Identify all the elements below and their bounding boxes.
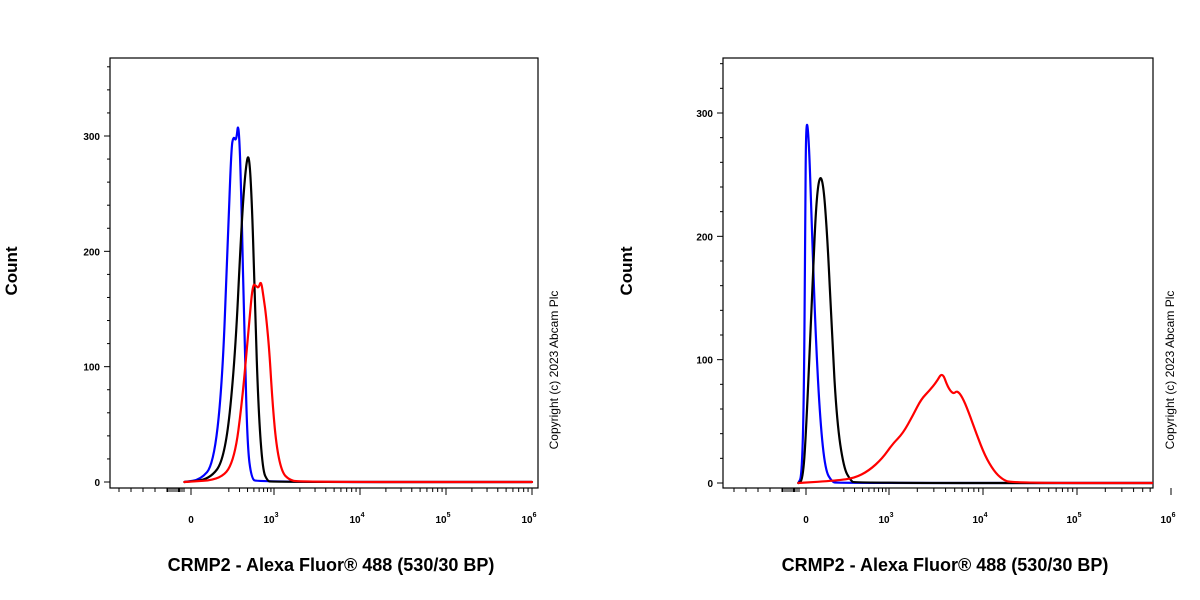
x-axis-label: CRMP2 - Alexa Fluor® 488 (530/30 BP) (168, 555, 495, 575)
x-tick-exponent: 6 (533, 512, 537, 519)
histogram-series-0 (797, 123, 1154, 485)
y-axis: 0 100 200 300 (696, 63, 723, 490)
x-axis-label: CRMP2 - Alexa Fluor® 488 (530/30 BP) (782, 555, 1109, 575)
y-tick-label: 300 (696, 109, 713, 120)
plot-frame (722, 57, 1154, 489)
y-tick-label: 100 (83, 363, 100, 374)
x-axis: 0 103 104 105 106 (118, 488, 537, 526)
x-tick-label: 106 (521, 512, 536, 526)
x-tick-exponent: 3 (890, 512, 894, 519)
plot-frame (109, 57, 539, 489)
x-tick-exponent: 4 (361, 512, 365, 519)
copyright-watermark: Copyright (c) 2023 Abcam Plc (1163, 291, 1177, 450)
y-tick-label: 0 (707, 479, 713, 490)
x-tick-exponent: 5 (447, 512, 451, 519)
x-tick-label: 105 (435, 512, 450, 526)
y-axis-label: Count (617, 246, 636, 295)
histogram-series-1 (183, 156, 534, 484)
y-tick-label: 300 (83, 132, 100, 143)
histogram-series-2 (797, 373, 1154, 485)
y-axis: 0 100 200 300 (83, 66, 110, 489)
x-tick-label: 104 (972, 512, 987, 526)
x-tick-label: 103 (878, 512, 893, 526)
copyright-watermark: Copyright (c) 2023 Abcam Plc (547, 291, 561, 450)
y-tick-label: 200 (83, 247, 100, 258)
x-tick-exponent: 6 (1172, 512, 1176, 519)
y-tick-label: 200 (696, 232, 713, 243)
y-tick-label: 0 (94, 478, 100, 489)
series-group (797, 123, 1154, 485)
x-tick-exponent: 5 (1078, 512, 1082, 519)
y-axis-label: Count (2, 246, 21, 295)
x-tick-exponent: 3 (275, 512, 279, 519)
x-tick-label: 103 (263, 512, 278, 526)
x-tick-label: 104 (349, 512, 364, 526)
x-tick-label: 105 (1066, 512, 1081, 526)
x-tick-label: 0 (188, 515, 194, 526)
x-tick-label: 0 (803, 515, 809, 526)
histogram-series-0 (183, 126, 534, 484)
x-tick-exponent: 4 (984, 512, 988, 519)
x-tick-label: 106 (1160, 512, 1175, 526)
x-axis: 0 103 104 105 106 (733, 488, 1176, 526)
histogram-series-2 (183, 281, 534, 484)
y-tick-label: 100 (696, 356, 713, 367)
histogram-panel-left: 0 100 200 300 0 103 104 105 106 Count CRMP2 - A… (2, 57, 561, 575)
histogram-panel-right: 0 100 200 300 0 103 104 105 106 Count CRMP2 - A… (617, 57, 1177, 575)
histogram-series-1 (797, 177, 1154, 485)
series-group (183, 126, 534, 484)
